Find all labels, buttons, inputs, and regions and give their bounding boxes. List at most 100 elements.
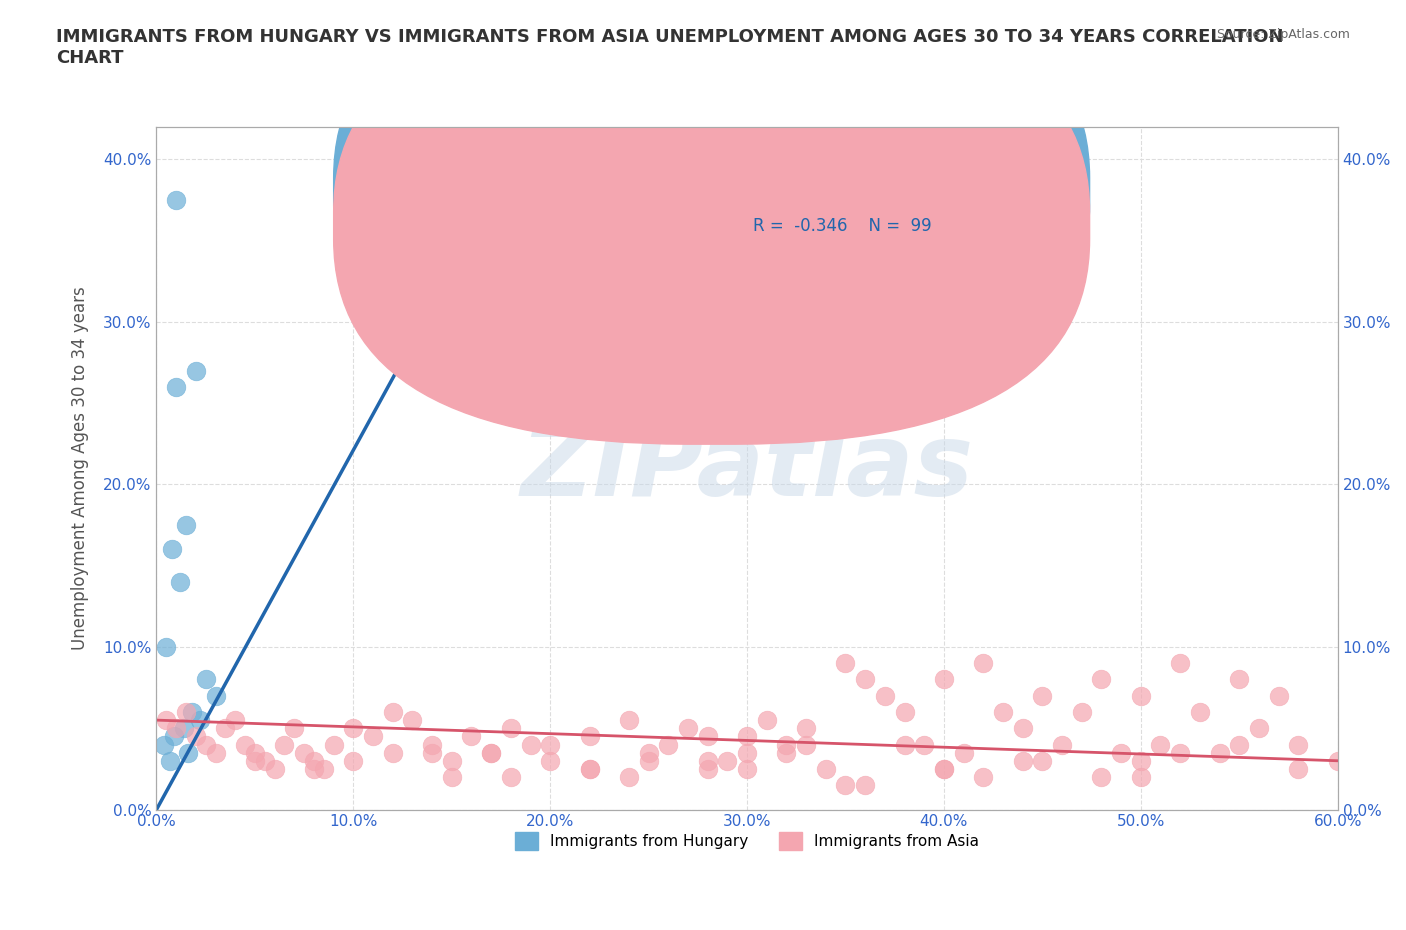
Point: [153, 737, 176, 752]
Point: [181, 705, 204, 720]
Point: [165, 193, 187, 207]
Point: [283, 721, 305, 736]
Point: [479, 745, 502, 760]
Point: [381, 705, 404, 720]
Point: [243, 745, 266, 760]
Point: [440, 770, 463, 785]
FancyBboxPatch shape: [665, 161, 1066, 257]
Point: [932, 672, 955, 687]
Point: [519, 737, 541, 752]
Point: [420, 737, 443, 752]
Point: [735, 729, 758, 744]
Point: [243, 753, 266, 768]
Text: Source: ZipAtlas.com: Source: ZipAtlas.com: [1216, 28, 1350, 41]
Point: [1267, 688, 1289, 703]
Point: [873, 688, 896, 703]
Point: [322, 737, 344, 752]
FancyBboxPatch shape: [333, 7, 1090, 445]
Point: [159, 753, 181, 768]
Text: R =  -0.346    N =  99: R = -0.346 N = 99: [754, 217, 932, 234]
Point: [1011, 721, 1033, 736]
Point: [1011, 753, 1033, 768]
Point: [163, 729, 186, 744]
Point: [173, 721, 195, 736]
Point: [194, 672, 217, 687]
Point: [696, 762, 718, 777]
Point: [214, 721, 236, 736]
Point: [932, 762, 955, 777]
Point: [794, 737, 817, 752]
Point: [696, 729, 718, 744]
Point: [401, 712, 423, 727]
Point: [834, 777, 856, 792]
Point: [499, 770, 522, 785]
Point: [794, 721, 817, 736]
Point: [204, 688, 226, 703]
Point: [460, 729, 482, 744]
Point: [972, 656, 994, 671]
Point: [834, 656, 856, 671]
Point: [1129, 770, 1152, 785]
Point: [479, 745, 502, 760]
Point: [814, 762, 837, 777]
Point: [657, 737, 679, 752]
Point: [1188, 705, 1211, 720]
FancyBboxPatch shape: [333, 0, 1090, 410]
Point: [1227, 672, 1250, 687]
Point: [578, 762, 600, 777]
Point: [188, 712, 211, 727]
Point: [169, 575, 191, 590]
Point: [1070, 705, 1092, 720]
Point: [1286, 737, 1309, 752]
Point: [381, 745, 404, 760]
Y-axis label: Unemployment Among Ages 30 to 34 years: Unemployment Among Ages 30 to 34 years: [72, 286, 89, 650]
Point: [302, 753, 325, 768]
Legend: Immigrants from Hungary, Immigrants from Asia: Immigrants from Hungary, Immigrants from…: [509, 826, 986, 857]
Point: [893, 737, 915, 752]
Point: [342, 753, 364, 768]
Point: [420, 745, 443, 760]
Point: [1168, 656, 1191, 671]
Point: [1109, 745, 1132, 760]
Point: [637, 753, 659, 768]
Point: [204, 745, 226, 760]
Point: [194, 737, 217, 752]
Point: [735, 762, 758, 777]
Point: [224, 712, 246, 727]
Point: [263, 762, 285, 777]
Point: [177, 745, 200, 760]
Point: [578, 729, 600, 744]
Point: [991, 705, 1014, 720]
Point: [853, 777, 876, 792]
Point: [578, 762, 600, 777]
Point: [342, 721, 364, 736]
Point: [538, 737, 561, 752]
Point: [233, 737, 256, 752]
Point: [716, 753, 738, 768]
Point: [1208, 745, 1230, 760]
Point: [1031, 688, 1053, 703]
Point: [174, 705, 197, 720]
Point: [617, 712, 640, 727]
Point: [1129, 753, 1152, 768]
Point: [162, 542, 184, 557]
Point: [1050, 737, 1073, 752]
Text: ZIPatlas: ZIPatlas: [520, 419, 973, 516]
Point: [637, 745, 659, 760]
Point: [735, 745, 758, 760]
Text: IMMIGRANTS FROM HUNGARY VS IMMIGRANTS FROM ASIA UNEMPLOYMENT AMONG AGES 30 TO 34: IMMIGRANTS FROM HUNGARY VS IMMIGRANTS FR…: [56, 28, 1284, 67]
Text: R =  0.635    N =  16: R = 0.635 N = 16: [754, 182, 925, 201]
Point: [912, 737, 935, 752]
Point: [1090, 672, 1112, 687]
Point: [302, 762, 325, 777]
Point: [1168, 745, 1191, 760]
Point: [1149, 737, 1171, 752]
Point: [1031, 753, 1053, 768]
Point: [1326, 753, 1348, 768]
Point: [165, 379, 187, 394]
Point: [155, 640, 177, 655]
Point: [165, 721, 187, 736]
Point: [312, 762, 335, 777]
Point: [538, 753, 561, 768]
Point: [617, 770, 640, 785]
